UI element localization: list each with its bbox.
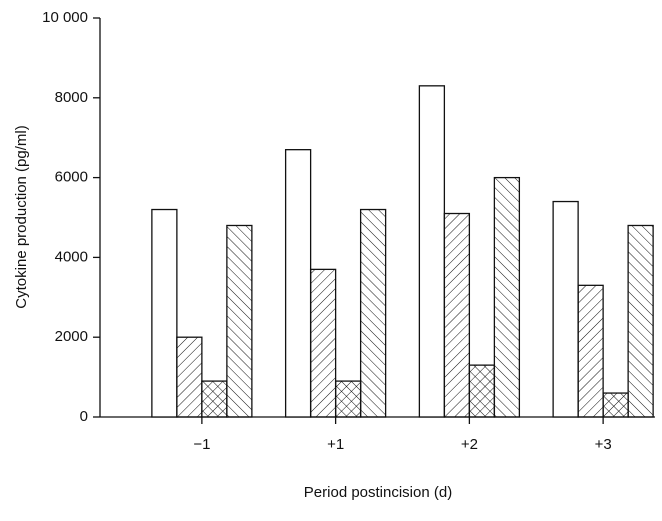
bar <box>418 85 446 418</box>
y-tick-label: 6000 <box>55 169 88 186</box>
x-axis-label: Period postincision (d) <box>304 484 452 501</box>
x-tick-label: −1 <box>193 436 210 453</box>
bar <box>151 208 178 418</box>
y-axis-label: Cytokine production (pg/ml) <box>13 125 30 308</box>
bar <box>602 392 629 418</box>
x-tick-label: +1 <box>327 436 344 453</box>
bar <box>468 364 496 418</box>
bar <box>201 380 228 418</box>
y-tick-label: 10 000 <box>42 9 88 26</box>
bar <box>443 212 471 418</box>
y-tick-label: 8000 <box>55 89 88 106</box>
bar <box>493 176 521 418</box>
bar <box>309 268 337 418</box>
bar <box>226 224 253 418</box>
x-tick-label: +2 <box>461 436 478 453</box>
bar <box>284 149 312 418</box>
bar <box>359 208 387 418</box>
bar <box>552 200 579 418</box>
y-tick-label: 4000 <box>55 248 88 265</box>
y-tick-label: 2000 <box>55 328 88 345</box>
bar <box>627 224 654 418</box>
bar <box>577 284 604 418</box>
x-tick-label: +3 <box>595 436 612 453</box>
y-tick-label: 0 <box>80 408 88 425</box>
bar <box>334 380 362 418</box>
bar <box>176 336 203 418</box>
